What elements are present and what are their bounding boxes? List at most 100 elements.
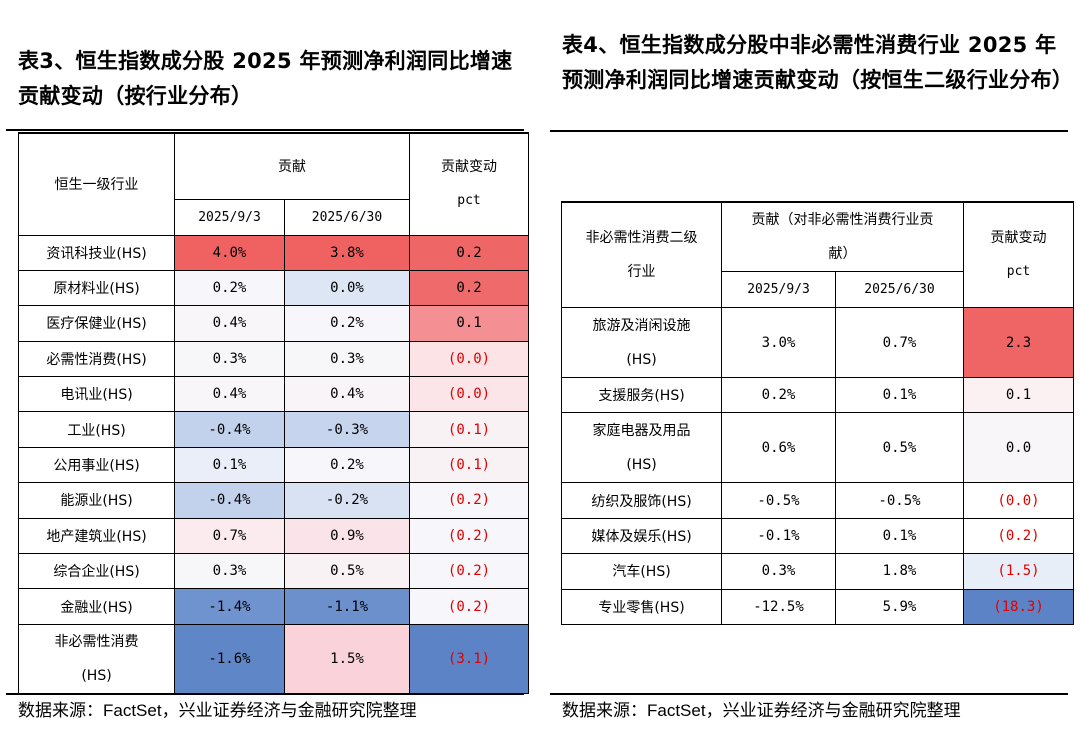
industry-name: 综合企业(HS) — [18, 553, 175, 590]
contrib-2025-9-3: -1.6% — [174, 623, 285, 694]
contrib-2025-6-30: 0.2% — [284, 446, 410, 484]
bottom-rule — [6, 693, 524, 695]
contrib-2025-6-30: 0.5% — [284, 553, 410, 590]
consumer-discretionary-table: 非必需性消费二级行业 贡献（对非必需性消费行业贡献） 贡献变动 pct 2025… — [561, 201, 1074, 625]
contrib-2025-6-30: 0.0% — [284, 269, 410, 307]
contrib-change: (0.2) — [409, 588, 529, 625]
contrib-2025-9-3: 0.2% — [174, 269, 285, 307]
header-change-label: 贡献变动 — [990, 230, 1047, 246]
title-rule — [6, 129, 524, 131]
contrib-change: 0.1 — [963, 376, 1074, 414]
contrib-2025-6-30: 5.9% — [835, 588, 964, 625]
source-note: 数据来源：FactSet，兴业证券经济与金融研究院整理 — [562, 701, 961, 720]
title-rule — [550, 130, 1068, 132]
industry-name: 汽车(HS) — [561, 553, 722, 590]
contrib-2025-6-30: 0.4% — [284, 376, 410, 413]
contrib-2025-6-30: 0.3% — [284, 340, 410, 378]
source-note: 数据来源：FactSet，兴业证券经济与金融研究院整理 — [18, 701, 417, 720]
table4-title: 表4、恒生指数成分股中非必需性消费行业 2025 年预测净利润同比增速贡献变动（… — [562, 33, 1074, 92]
table-row: 原材料业(HS) 0.2% 0.0% 0.2 — [18, 269, 529, 307]
header-change-unit: pct — [457, 193, 481, 209]
table3-title: 表3、恒生指数成分股 2025 年预测净利润同比增速贡献变动（按行业分布） — [18, 49, 513, 108]
contrib-2025-9-3: 0.1% — [174, 446, 285, 484]
contrib-2025-9-3: -0.4% — [174, 411, 285, 448]
industry-name: 家庭电器及用品(HS) — [561, 412, 722, 484]
header-change-label: 贡献变动 — [441, 159, 497, 176]
table-row: 支援服务(HS) 0.2% 0.1% 0.1 — [561, 376, 1074, 414]
contrib-change: (0.0) — [409, 376, 529, 413]
contrib-change: 0.1 — [409, 305, 529, 342]
industry-name: 医疗保健业(HS) — [18, 305, 175, 342]
contrib-2025-9-3: 0.3% — [174, 553, 285, 590]
header-date1: 2025/9/3 — [174, 198, 285, 236]
contrib-change: (0.2) — [409, 517, 529, 555]
industry-contribution-table: 恒生一级行业 贡献 贡献变动 pct 2025/9/3 2025/6/30 资讯… — [18, 132, 529, 694]
contrib-2025-9-3: 3.0% — [721, 307, 836, 378]
contrib-change: (0.2) — [963, 517, 1074, 555]
header-change: 贡献变动 pct — [409, 132, 529, 236]
contrib-change: (3.1) — [409, 623, 529, 694]
table-row: 纺织及服饰(HS) -0.5% -0.5% (0.0) — [561, 482, 1074, 519]
contrib-2025-6-30: 1.5% — [284, 623, 410, 694]
contrib-change: (1.5) — [963, 553, 1074, 590]
contrib-2025-6-30: 0.9% — [284, 517, 410, 555]
contrib-change: 0.2 — [409, 269, 529, 307]
industry-name: 公用事业(HS) — [18, 446, 175, 484]
industry-name: 必需性消费(HS) — [18, 340, 175, 378]
contrib-change: 0.2 — [409, 234, 529, 271]
contrib-2025-9-3: 0.2% — [721, 376, 836, 414]
industry-name: 金融业(HS) — [18, 588, 175, 625]
contrib-2025-6-30: 0.1% — [835, 517, 964, 555]
header-change: 贡献变动 pct — [963, 201, 1074, 308]
table-row: 公用事业(HS) 0.1% 0.2% (0.1) — [18, 446, 529, 484]
table-row: 专业零售(HS) -12.5% 5.9% (18.3) — [561, 588, 1074, 625]
table-row: 金融业(HS) -1.4% -1.1% (0.2) — [18, 588, 529, 625]
header-date2: 2025/6/30 — [284, 198, 410, 236]
contrib-2025-6-30: -1.1% — [284, 588, 410, 625]
table-row: 非必需性消费(HS) -1.6% 1.5% (3.1) — [18, 623, 529, 694]
industry-name: 支援服务(HS) — [561, 376, 722, 414]
contrib-2025-9-3: -12.5% — [721, 588, 836, 625]
contrib-2025-6-30: 0.1% — [835, 376, 964, 414]
industry-name: 专业零售(HS) — [561, 588, 722, 625]
table-row: 工业(HS) -0.4% -0.3% (0.1) — [18, 411, 529, 448]
industry-name: 非必需性消费(HS) — [18, 623, 175, 694]
industry-name: 媒体及娱乐(HS) — [561, 517, 722, 555]
left-table-body: 资讯科技业(HS) 4.0% 3.8% 0.2 原材料业(HS) 0.2% 0.0% 0.2 医… — [18, 234, 529, 694]
contrib-2025-9-3: -0.1% — [721, 517, 836, 555]
industry-name: 地产建筑业(HS) — [18, 517, 175, 555]
contrib-2025-6-30: 3.8% — [284, 234, 410, 271]
contrib-change: (0.1) — [409, 446, 529, 484]
header-date1: 2025/9/3 — [721, 271, 836, 308]
industry-name: 能源业(HS) — [18, 482, 175, 519]
contrib-2025-9-3: -1.4% — [174, 588, 285, 625]
industry-name: 原材料业(HS) — [18, 269, 175, 307]
contrib-2025-9-3: 0.3% — [721, 553, 836, 590]
table-row: 地产建筑业(HS) 0.7% 0.9% (0.2) — [18, 517, 529, 555]
contrib-2025-9-3: 0.7% — [174, 517, 285, 555]
header-industry: 非必需性消费二级行业 — [561, 201, 722, 308]
industry-name: 工业(HS) — [18, 411, 175, 448]
bottom-rule — [550, 693, 1068, 695]
contrib-2025-6-30: -0.3% — [284, 411, 410, 448]
table-row: 能源业(HS) -0.4% -0.2% (0.2) — [18, 482, 529, 519]
table-row: 综合企业(HS) 0.3% 0.5% (0.2) — [18, 553, 529, 590]
contrib-2025-6-30: -0.5% — [835, 482, 964, 519]
contrib-change: (0.0) — [963, 482, 1074, 519]
header-contrib: 贡献（对非必需性消费行业贡献） — [721, 201, 964, 272]
contrib-change: (0.2) — [409, 482, 529, 519]
contrib-2025-9-3: 0.3% — [174, 340, 285, 378]
contrib-2025-9-3: 0.4% — [174, 305, 285, 342]
industry-name: 旅游及消闲设施(HS) — [561, 307, 722, 378]
contrib-change: 2.3 — [963, 307, 1074, 378]
header-contrib: 贡献 — [174, 132, 410, 200]
table-row: 资讯科技业(HS) 4.0% 3.8% 0.2 — [18, 234, 529, 271]
table-row: 必需性消费(HS) 0.3% 0.3% (0.0) — [18, 340, 529, 378]
table-row: 医疗保健业(HS) 0.4% 0.2% 0.1 — [18, 305, 529, 342]
table-row: 家庭电器及用品(HS) 0.6% 0.5% 0.0 — [561, 412, 1074, 484]
table-row: 媒体及娱乐(HS) -0.1% 0.1% (0.2) — [561, 517, 1074, 555]
contrib-2025-9-3: -0.4% — [174, 482, 285, 519]
header-date2: 2025/6/30 — [835, 271, 964, 308]
contrib-2025-6-30: 0.2% — [284, 305, 410, 342]
contrib-change: (0.0) — [409, 340, 529, 378]
